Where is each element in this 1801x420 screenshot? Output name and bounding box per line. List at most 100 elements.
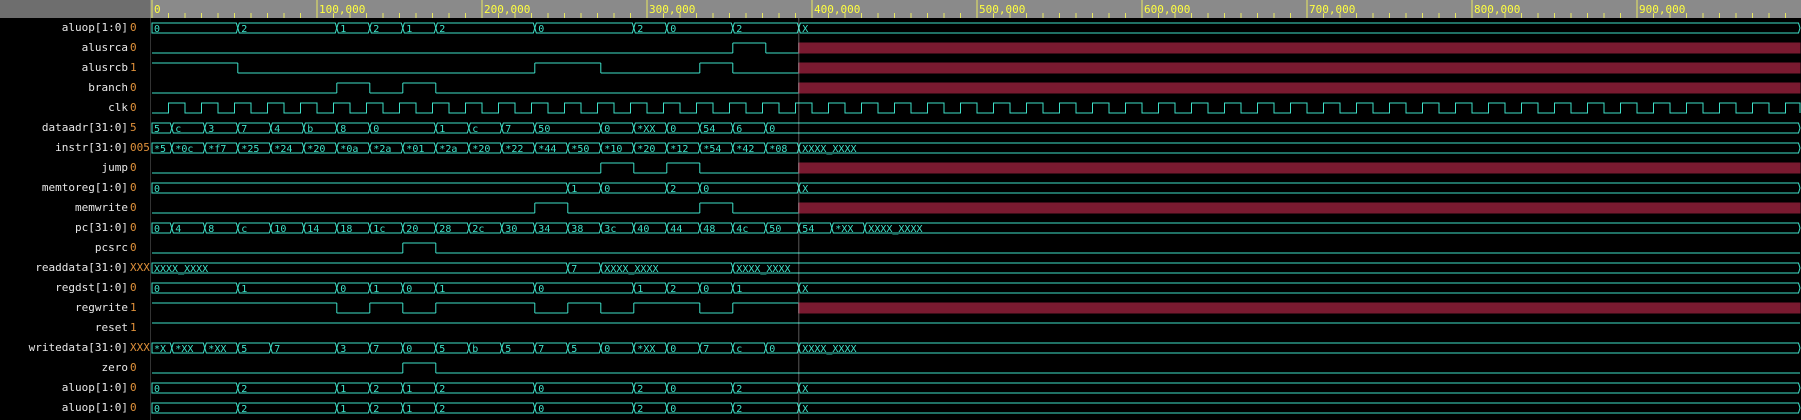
bus-value: *54 [703, 144, 721, 155]
bus-value: 2 [241, 404, 247, 415]
bus-value: *0a [340, 144, 358, 155]
signal-name[interactable]: regwrite [75, 301, 128, 314]
signal-cursor-value: 1 [130, 321, 137, 334]
bus-value: 0 [670, 384, 676, 395]
signal-cursor-value: 1 [130, 61, 137, 74]
bus-value: 18 [340, 224, 352, 235]
clock-waveform [152, 102, 1801, 114]
signal-trace: 0 2 1 2 1 2 0 2 0 2 X [151, 402, 1801, 415]
bus-segment [435, 282, 536, 294]
bus-value: c [736, 344, 742, 355]
bus-value: 1 [241, 284, 247, 295]
bus-value: *XX [175, 344, 193, 355]
bus-value: 14 [307, 224, 319, 235]
bus-value: 0 [670, 344, 676, 355]
bus-value: 2 [373, 384, 379, 395]
bus-value: 20 [406, 224, 418, 235]
signal-name[interactable]: instr[31:0] [55, 141, 128, 154]
bus-value: *24 [274, 144, 292, 155]
bus-value: 1 [406, 404, 412, 415]
bus-segment [151, 262, 569, 274]
bus-segment [864, 222, 1801, 234]
bus-value: 2 [241, 24, 247, 35]
ruler-tick-label: 500,000 [979, 3, 1025, 16]
signal-name[interactable]: writedata[31:0] [28, 341, 128, 354]
signal-cursor-value: 0 [130, 221, 137, 234]
signal-trace: *X *XX *XX 5 7 3 7 0 5 b 5 7 5 0 *XX 0 7 c 0 XXXX_XXXX [151, 342, 1801, 355]
time-ruler[interactable] [0, 0, 1801, 18]
signal-name[interactable]: reset [94, 321, 128, 334]
bus-value: *20 [472, 144, 490, 155]
signal-name[interactable]: aluop[1:0] [61, 401, 128, 414]
bus-value: 0 [406, 284, 412, 295]
signal-trace [152, 162, 1801, 174]
bus-segment [798, 382, 1801, 394]
signal-name[interactable]: jump [101, 161, 129, 174]
bus-value: 0 [340, 284, 346, 295]
bus-value: 1 [340, 384, 346, 395]
signal-cursor-value: 0 [130, 361, 137, 374]
signal-name[interactable]: aluop[1:0] [61, 21, 128, 34]
bus-value: 0 [154, 24, 160, 35]
bus-value: *0c [175, 144, 193, 155]
signal-name[interactable]: memtoreg[1:0] [41, 181, 128, 194]
bus-value: 2 [670, 184, 676, 195]
bus-value: 1 [637, 284, 643, 295]
bus-value: 0 [538, 24, 544, 35]
bus-segment [765, 122, 1801, 134]
bus-value: *42 [736, 144, 754, 155]
ruler-tick-label: 400,000 [814, 3, 860, 16]
bus-value: *XX [835, 224, 853, 235]
signal-name[interactable]: readdata[31:0] [35, 261, 128, 274]
bus-value: 5 [154, 124, 160, 135]
signal-name[interactable]: zero [101, 361, 129, 374]
bus-value: 1 [736, 284, 742, 295]
bus-value: *2a [373, 144, 391, 155]
bus-segment [151, 22, 239, 34]
signal-name[interactable]: alusrca [81, 41, 128, 54]
bus-value: c [175, 124, 181, 135]
signal-trace [152, 242, 1800, 254]
bus-value: *22 [505, 144, 523, 155]
bus-value: 0 [538, 404, 544, 415]
bus-segment [732, 22, 800, 34]
signal-name[interactable]: aluop[1:0] [61, 381, 128, 394]
signal-trace: *5 *0c *f7 *25 *24 *20 *0a *2a *01 *2a *20 *22 *44 *5… [151, 142, 1801, 155]
bus-value: 0 [154, 384, 160, 395]
bus-segment [237, 22, 338, 34]
unknown-region [798, 82, 1801, 94]
signal-name[interactable]: regdst[1:0] [55, 281, 128, 294]
unknown-region [798, 42, 1801, 54]
signal-trace [152, 82, 1801, 94]
signal-name[interactable]: memwrite [75, 201, 128, 214]
bus-segment [666, 402, 734, 414]
bus-segment [798, 282, 1801, 294]
bus-value: 7 [538, 344, 544, 355]
bus-value: 3 [340, 344, 346, 355]
bus-value: *f7 [208, 144, 226, 155]
bus-value: 54 [703, 124, 715, 135]
signal-name[interactable]: dataadr[31:0] [41, 121, 128, 134]
bus-value: 2 [373, 24, 379, 35]
bus-value: 1 [406, 384, 412, 395]
ruler-tick-label: 100,000 [319, 3, 365, 16]
bus-value: 2 [373, 404, 379, 415]
panel-divider[interactable] [150, 18, 151, 420]
signal-name[interactable]: clk [108, 101, 128, 114]
signal-trace: 0 2 1 2 1 2 0 2 0 2 X [151, 382, 1801, 395]
signal-name[interactable]: pc[31:0] [75, 221, 128, 234]
signal-name[interactable]: alusrcb [81, 61, 128, 74]
bus-segment [534, 22, 635, 34]
bus-segment [798, 182, 1801, 194]
bus-segment [237, 402, 338, 414]
bus-value: 7 [703, 344, 709, 355]
bus-value: *20 [307, 144, 325, 155]
bus-value: 5 [439, 344, 445, 355]
bus-value: 0 [538, 284, 544, 295]
signal-trace: 0 4 8 c 10 14 18 1c 20 28 2c 30 34 38 3c 40 44 48 4c 50 54 *X… [151, 222, 1801, 235]
waveform-canvas[interactable]: 0 100,000 200,000 300,000 400,000 500,000 600,… [150, 0, 1801, 420]
signal-name[interactable]: branch [88, 81, 128, 94]
bus-value: 2 [439, 404, 445, 415]
signal-name[interactable]: pcsrc [94, 241, 128, 254]
signal-trace [152, 102, 1801, 114]
